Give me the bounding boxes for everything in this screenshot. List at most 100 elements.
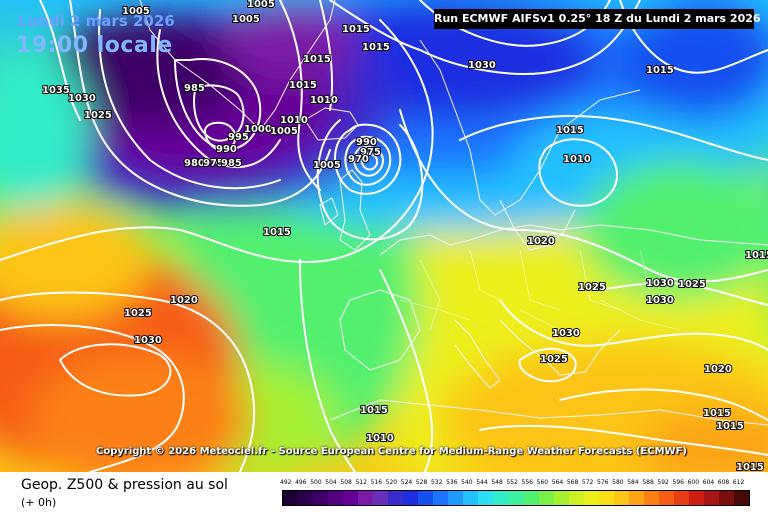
scale-swatch	[628, 491, 644, 505]
isobar-label: 1020	[527, 236, 555, 247]
coast-north-africa	[329, 399, 768, 426]
isobar-label: 1000	[244, 124, 272, 135]
scale-tick-label: 560	[536, 479, 549, 486]
scale-tick-label: 536	[446, 479, 458, 486]
isobar-label: 1005	[270, 126, 298, 137]
isobar-label: 1030	[646, 295, 674, 306]
scale-swatch	[523, 491, 539, 505]
isobar-label: 975	[203, 158, 224, 169]
isobar-label: 990	[356, 137, 377, 148]
isobar-label: 985	[184, 83, 205, 94]
scale-swatch	[688, 491, 704, 505]
scale-tick-label: 496	[295, 479, 307, 486]
isobar-label: 1030	[552, 328, 580, 339]
scale-tick-label: 592	[657, 479, 669, 486]
scale-tick-label: 572	[581, 479, 594, 486]
scale-swatch	[463, 491, 479, 505]
isobar-label: 1015	[303, 54, 331, 65]
isobar-label: 1015	[556, 125, 584, 136]
scale-swatch	[718, 491, 734, 505]
scale-swatch	[613, 491, 629, 505]
scale-tick-label: 608	[717, 479, 730, 486]
scale-swatch	[343, 491, 359, 505]
lead-time: (+ 0h)	[21, 496, 57, 509]
scale-swatch	[703, 491, 719, 505]
scale-tick-label: 544	[476, 479, 488, 486]
scale-tick-label: 564	[551, 479, 564, 486]
isobar-label: 1020	[170, 295, 198, 306]
scale-color-bar	[282, 490, 750, 506]
isobar-label: 1020	[704, 364, 732, 375]
isobar-label: 1015	[289, 80, 317, 91]
isobar-label: 1010	[280, 115, 308, 126]
scale-swatch	[283, 491, 299, 505]
isobar-labels: 1005 1005 1005 1015 1015 1030 1015 1035 …	[41, 0, 768, 472]
map-title: Geop. Z500 & pression au sol	[21, 477, 228, 493]
isobar-label: 985	[221, 158, 242, 169]
scale-swatch	[568, 491, 584, 505]
scale-tick-label: 540	[461, 479, 473, 486]
scale-swatch	[538, 491, 554, 505]
scale-swatch	[478, 491, 494, 505]
isobar-label: 975	[360, 147, 381, 158]
isobar-label: 1010	[310, 95, 338, 106]
scale-swatch	[673, 491, 689, 505]
scale-swatch	[403, 491, 419, 505]
isobar-label: 1015	[703, 408, 731, 419]
isobars	[0, 0, 768, 472]
coastlines	[139, 0, 768, 426]
isobar-label: 980	[184, 158, 205, 169]
scale-tick-label: 516	[370, 479, 383, 486]
forecast-local-time: 19:00 locale	[16, 33, 173, 58]
isobar-label: 1015	[360, 405, 388, 416]
scale-swatch	[313, 491, 329, 505]
isobar-label: 1035	[42, 85, 70, 96]
color-scale-legend: 492 496 500 504 508 512 516 520 524 528 532 536 540 5…	[280, 479, 750, 506]
scale-tick-label: 504	[325, 479, 337, 486]
scale-tick-label: 584	[627, 479, 639, 486]
scale-tick-label: 552	[506, 479, 518, 486]
scale-tick-label: 548	[491, 479, 503, 486]
isobar-label: 1005	[313, 160, 341, 171]
isobar-label: 1030	[134, 335, 162, 346]
isobar-label: 1025	[578, 282, 606, 293]
country-borders	[399, 249, 681, 331]
isobar-label: 1025	[678, 279, 706, 290]
scale-swatch	[553, 491, 569, 505]
scale-tick-label: 588	[642, 479, 654, 486]
isobar-label: 1025	[124, 308, 152, 319]
isobar-label: 1015	[736, 462, 764, 472]
isobar-label: 1005	[232, 14, 260, 25]
coast-british-isles	[319, 169, 371, 251]
scale-tick-label: 528	[415, 479, 428, 486]
isobar-label: 1015	[716, 421, 744, 432]
scale-swatch	[448, 491, 464, 505]
scale-tick-label: 492	[280, 479, 292, 486]
copyright-notice: Copyright © 2026 Meteociel.fr - Source E…	[96, 446, 687, 457]
scale-tick-label: 580	[612, 479, 624, 486]
isobar-label: 1005	[247, 0, 275, 10]
coast-baltic	[499, 199, 576, 251]
isobar-label: 1030	[468, 60, 496, 71]
isobar-label: 1010	[563, 154, 591, 165]
coast-western-europe	[379, 224, 768, 256]
isobar-label: 1025	[540, 354, 568, 365]
scale-swatch	[433, 491, 449, 505]
scale-tick-label: 576	[597, 479, 609, 486]
forecast-date: Lundi 2 mars 2026	[18, 12, 175, 30]
scale-tick-label: 612	[732, 479, 745, 486]
isobar-label: 1015	[646, 65, 674, 76]
weather-map: 1005 1005 1005 1015 1015 1030 1015 1035 …	[0, 0, 768, 472]
scale-tick-label: 500	[310, 479, 322, 486]
coast-italy	[454, 319, 501, 389]
scale-swatch	[493, 491, 509, 505]
scale-tick-label: 532	[430, 479, 443, 486]
scale-swatch	[733, 491, 749, 505]
scale-swatch	[388, 491, 404, 505]
scale-swatch	[373, 491, 389, 505]
isobar-label: 1025	[84, 110, 112, 121]
isobar-label: 1015	[342, 24, 370, 35]
map-footer: Geop. Z500 & pression au sol (+ 0h) 492 4…	[0, 472, 768, 512]
scale-swatch	[298, 491, 314, 505]
isobar-label: 1015	[745, 250, 768, 261]
